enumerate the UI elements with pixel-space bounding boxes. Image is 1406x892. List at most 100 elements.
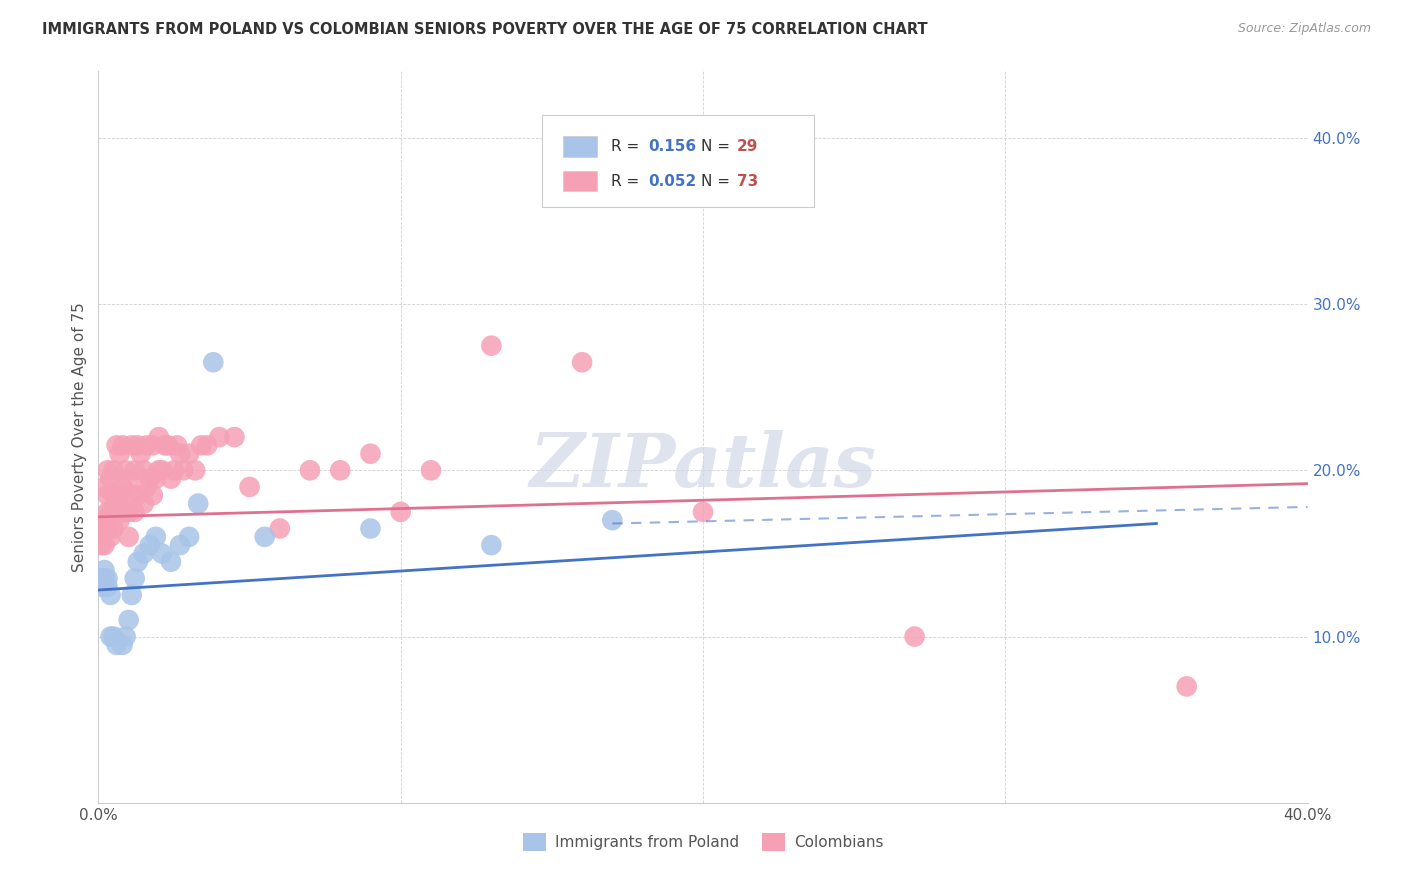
Point [150, 463, 173, 477]
Point [190, 438, 212, 452]
Point [93, 538, 115, 552]
Point [118, 530, 141, 544]
Point [239, 480, 262, 494]
Point [150, 546, 173, 560]
Point [105, 438, 128, 452]
Point [111, 638, 134, 652]
Point [100, 472, 122, 486]
Point [179, 447, 201, 461]
Point [389, 505, 412, 519]
Point [108, 447, 131, 461]
Point [103, 521, 125, 535]
Point [124, 463, 146, 477]
Point [1175, 680, 1198, 694]
Point [108, 513, 131, 527]
Point [127, 555, 149, 569]
Point [100, 630, 122, 644]
Point [139, 472, 162, 486]
Point [114, 463, 136, 477]
Point [692, 505, 714, 519]
Point [121, 438, 143, 452]
Point [124, 505, 146, 519]
Point [111, 505, 134, 519]
Text: 0.156: 0.156 [648, 139, 697, 154]
Point [124, 571, 146, 585]
Point [90, 538, 112, 552]
Legend: Immigrants from Poland, Colombians: Immigrants from Poland, Colombians [516, 827, 890, 857]
Point [153, 438, 176, 452]
Point [145, 472, 167, 486]
Point [100, 588, 122, 602]
Point [132, 546, 155, 560]
Point [105, 505, 128, 519]
Point [121, 488, 143, 502]
Point [481, 338, 503, 352]
FancyBboxPatch shape [562, 171, 596, 191]
Point [156, 438, 179, 452]
Point [481, 538, 503, 552]
Point [360, 521, 382, 535]
Point [420, 463, 443, 477]
Point [127, 488, 149, 502]
Point [105, 638, 128, 652]
Text: IMMIGRANTS FROM POLAND VS COLOMBIAN SENIORS POVERTY OVER THE AGE OF 75 CORRELATI: IMMIGRANTS FROM POLAND VS COLOMBIAN SENI… [42, 22, 928, 37]
Point [96, 463, 118, 477]
Point [111, 480, 134, 494]
Point [253, 530, 276, 544]
Point [103, 630, 125, 644]
Point [135, 480, 157, 494]
Point [90, 571, 112, 585]
Point [142, 488, 165, 502]
Point [96, 488, 118, 502]
Point [166, 438, 188, 452]
Point [93, 563, 115, 577]
Point [111, 438, 134, 452]
Point [129, 447, 152, 461]
FancyBboxPatch shape [543, 115, 814, 207]
Point [103, 488, 125, 502]
Point [148, 430, 170, 444]
Point [114, 505, 136, 519]
Point [96, 580, 118, 594]
Point [169, 538, 191, 552]
Point [105, 488, 128, 502]
Point [329, 463, 352, 477]
Point [163, 463, 186, 477]
Point [127, 438, 149, 452]
Point [100, 530, 122, 544]
Point [269, 521, 291, 535]
Text: 29: 29 [737, 139, 758, 154]
Point [160, 472, 183, 486]
FancyBboxPatch shape [562, 136, 596, 157]
Point [169, 447, 191, 461]
Point [602, 513, 624, 527]
Point [195, 438, 218, 452]
Point [208, 430, 231, 444]
Point [96, 521, 118, 535]
Point [118, 472, 141, 486]
Point [148, 463, 170, 477]
Point [93, 480, 115, 494]
Text: R =: R = [612, 174, 644, 188]
Point [90, 580, 112, 594]
Text: Source: ZipAtlas.com: Source: ZipAtlas.com [1237, 22, 1371, 36]
Text: 0.052: 0.052 [648, 174, 697, 188]
Text: R =: R = [612, 139, 644, 154]
Text: N =: N = [700, 139, 734, 154]
Point [135, 438, 157, 452]
Point [571, 355, 593, 369]
Point [118, 613, 141, 627]
Point [187, 497, 209, 511]
Point [184, 463, 207, 477]
Point [202, 355, 225, 369]
Point [145, 530, 167, 544]
Point [114, 630, 136, 644]
Point [103, 463, 125, 477]
Point [93, 571, 115, 585]
Text: 73: 73 [737, 174, 758, 188]
Point [224, 430, 246, 444]
Point [132, 463, 155, 477]
Text: N =: N = [700, 174, 734, 188]
Point [904, 630, 927, 644]
Text: ZIPatlas: ZIPatlas [530, 430, 876, 502]
